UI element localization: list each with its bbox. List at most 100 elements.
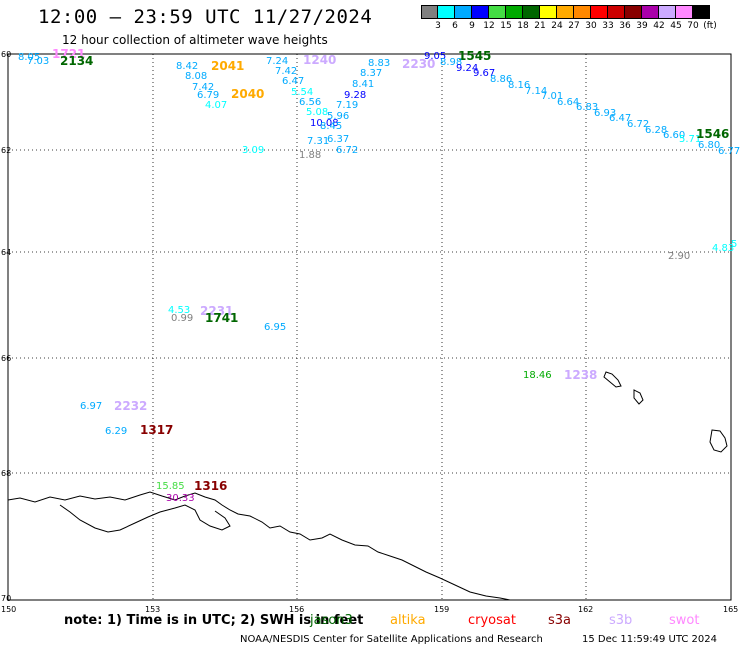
wave-height-label: 18.46 <box>523 370 552 381</box>
wave-height-label: 5.54 <box>291 87 314 98</box>
wave-height-label: 8.08 <box>185 71 208 82</box>
wave-height-label: 7.42 <box>192 82 215 93</box>
legend-swatch <box>659 5 676 19</box>
coastline-mainland <box>7 491 511 601</box>
wave-height-label: 30.33 <box>166 493 195 504</box>
legend-swatch <box>693 5 710 19</box>
legend-swatch <box>608 5 625 19</box>
wave-height-label: 7.01 <box>541 91 564 102</box>
wave-height-label: 7.31 <box>307 136 330 147</box>
wave-height-label: 8.42 <box>176 61 199 72</box>
wave-height-label: 4.53 <box>168 305 191 316</box>
pass-time-label: 2232 <box>114 399 148 413</box>
wave-height-label: 6.72 <box>336 145 359 156</box>
wave-height-label: 15.85 <box>156 481 185 492</box>
island-3 <box>709 429 728 453</box>
wave-height-label: 6.80 <box>698 140 721 151</box>
legend-label: 6 <box>452 21 458 31</box>
wave-height-label: 8.98 <box>440 57 463 68</box>
legend-label: 12 <box>483 21 495 31</box>
wave-height-label: 1.88 <box>299 150 322 161</box>
legend-label: (ft) <box>703 21 717 31</box>
wave-height-label: 5 <box>731 239 738 250</box>
legend-label: 30 <box>585 21 597 31</box>
wave-height-label: 6.72 <box>627 119 650 130</box>
legend-label: 18 <box>517 21 529 31</box>
legend-jason3: jason3 <box>310 613 353 628</box>
wave-height-label: 10.08 <box>310 118 339 129</box>
pass-time-label: 2134 <box>60 54 94 68</box>
lat-label-62: 62 <box>1 146 12 155</box>
wave-height-label: 6.79 <box>197 90 220 101</box>
wave-height-label: 6.47 <box>609 113 632 124</box>
lat-label-66: 66 <box>1 354 12 363</box>
wave-height-label: 6.97 <box>80 401 103 412</box>
legend-label: 15 <box>500 21 512 31</box>
wave-height-label: 6.28 <box>645 125 668 136</box>
lon-label-165: 165 <box>723 605 739 614</box>
legend-swatch <box>455 5 472 19</box>
wave-height-label: 3.09 <box>242 145 265 156</box>
pass-time-label: 1545 <box>458 49 492 63</box>
legend-swatch <box>557 5 574 19</box>
wave-height-label: 6.95 <box>264 322 287 333</box>
pass-time-label: 1238 <box>564 368 598 382</box>
color-legend-labels: 3 6 9 12 15 18 21 24 27 30 33 36 39 42 45 70 (ft) <box>421 21 740 33</box>
wave-height-label: 6.83 <box>576 102 599 113</box>
lon-label-156: 156 <box>289 605 305 614</box>
lon-label-162: 162 <box>578 605 594 614</box>
wave-height-label: 7.42 <box>275 66 298 77</box>
wave-height-label: 6.56 <box>299 97 322 108</box>
legend-label: 39 <box>636 21 648 31</box>
legend-label: 45 <box>670 21 682 31</box>
legend-swatch <box>438 5 455 19</box>
credit-line: NOAA/NESDIS Center for Satellite Applica… <box>240 634 543 645</box>
wave-height-label: 7.24 <box>266 56 289 67</box>
legend-swatch <box>625 5 642 19</box>
generated-timestamp: 15 Dec 11:59:49 UTC 2024 <box>582 634 717 645</box>
wave-height-label: 6.37 <box>327 134 350 145</box>
wave-height-label: 5.71 <box>679 134 702 145</box>
legend-label: 36 <box>619 21 631 31</box>
island-2 <box>633 389 644 405</box>
wave-height-label: 7.03 <box>27 56 50 67</box>
legend-label: 27 <box>568 21 580 31</box>
wave-height-label: 8.83 <box>368 58 391 69</box>
lat-label-70: 70 <box>1 594 12 603</box>
wave-height-label: 7.19 <box>336 100 359 111</box>
legend-swatch <box>591 5 608 19</box>
wave-height-label: 6.77 <box>718 146 740 157</box>
wave-height-label: 8.45 <box>320 121 343 132</box>
wave-height-label: 7.14 <box>525 86 548 97</box>
wave-height-label: 6.93 <box>594 108 617 119</box>
wave-height-label: 6.29 <box>105 426 128 437</box>
wave-height-label: 8.41 <box>352 79 375 90</box>
wave-height-label: 6.47 <box>282 76 305 87</box>
wave-height-label: 0.99 <box>171 313 194 324</box>
pass-time-label: 2040 <box>231 87 265 101</box>
legend-swatch <box>676 5 693 19</box>
pass-time-label: 2230 <box>402 57 436 71</box>
wave-height-label: 2.90 <box>668 251 691 262</box>
wave-height-label: 8.86 <box>490 74 513 85</box>
pass-time-label: 1741 <box>205 311 239 325</box>
pass-time-label: 1240 <box>303 53 337 67</box>
island-1 <box>603 371 622 388</box>
legend-s3b: s3b <box>609 613 633 628</box>
coastline-peninsula <box>59 504 231 533</box>
wave-height-label: 9.67 <box>473 68 496 79</box>
wave-height-color-legend <box>421 5 710 19</box>
legend-swatch <box>472 5 489 19</box>
legend-swot: swot <box>669 613 700 628</box>
legend-label: 3 <box>435 21 441 31</box>
wave-height-label: 8.16 <box>508 80 531 91</box>
wave-height-label: 5.08 <box>306 107 329 118</box>
legend-swatch <box>642 5 659 19</box>
legend-label: 42 <box>653 21 665 31</box>
legend-altika: altika <box>390 613 426 628</box>
legend-label: 70 <box>687 21 699 31</box>
pass-time-label: 1317 <box>140 423 174 437</box>
legend-swatch <box>421 5 438 19</box>
